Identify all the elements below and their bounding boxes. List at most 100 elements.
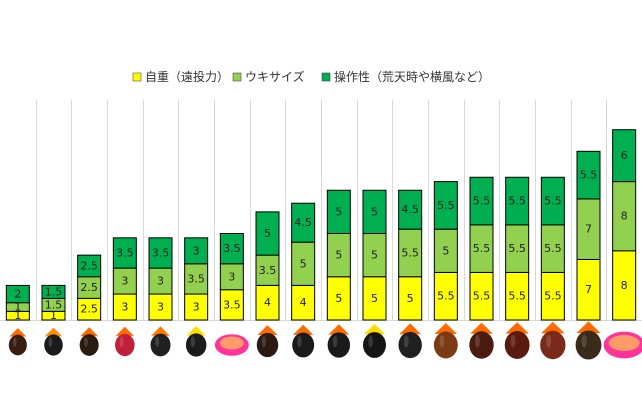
- float-top: [576, 321, 601, 334]
- bar-segment: [326, 189, 351, 234]
- bar-segment: [398, 189, 423, 230]
- float-highlight: [608, 334, 640, 352]
- data-label: 3: [193, 301, 200, 314]
- bar-segment: [362, 189, 387, 234]
- bar-segment: [77, 254, 102, 278]
- data-label: 4.5: [294, 216, 312, 229]
- data-label: 2: [14, 288, 21, 301]
- float-body: [185, 333, 207, 357]
- data-label: 2.5: [80, 259, 98, 272]
- data-label: 3: [121, 275, 128, 288]
- legend-label: 自重（遠投力）: [145, 69, 229, 84]
- bar-segment: [433, 181, 458, 230]
- float-highlight: [403, 335, 409, 348]
- data-label: 5: [371, 205, 378, 218]
- legend-swatch: [321, 72, 331, 82]
- bar-segment: [291, 202, 316, 243]
- float-image: [327, 324, 351, 358]
- legend-swatch: [232, 72, 242, 82]
- bar-segment: [41, 284, 66, 299]
- bar-stack: 775.5: [576, 150, 601, 321]
- bar-segment: [469, 176, 494, 226]
- bar-stack: 5 5.5 4.5: [398, 189, 423, 321]
- data-label: 5.5: [544, 290, 562, 303]
- data-label: 1: [14, 309, 21, 322]
- float-body: [256, 332, 279, 358]
- float-image: [150, 326, 171, 357]
- bar-stack: 5.5 5.5 5.5: [540, 176, 565, 321]
- float-image: [214, 334, 249, 356]
- legend-entry: 操作性（荒天時や横風など）: [321, 69, 490, 84]
- data-label: 5.5: [473, 290, 491, 303]
- data-label: 5: [300, 257, 307, 270]
- data-label: 1: [14, 301, 21, 314]
- float-body: [8, 334, 27, 356]
- data-label: 5: [335, 292, 342, 305]
- float-highlight: [510, 334, 516, 348]
- bar-stack: 5 5 5: [326, 189, 351, 321]
- bar-stack: 5 5 5: [362, 189, 387, 321]
- bar-segment: [540, 176, 565, 226]
- float-top: [186, 325, 206, 336]
- data-label: 3.5: [223, 298, 241, 311]
- data-label: 5: [407, 292, 414, 305]
- bar-stack: 33.53: [184, 237, 209, 321]
- bar-segment: [5, 284, 30, 304]
- data-label: 7: [585, 223, 592, 236]
- bar-segment: [576, 150, 601, 200]
- float-image: [185, 325, 207, 357]
- bar-segment: [219, 233, 244, 265]
- float-highlight: [439, 335, 445, 348]
- data-label: 3.5: [259, 264, 277, 277]
- float-image: [575, 321, 602, 360]
- float-image: [79, 327, 99, 356]
- float-image: [44, 327, 63, 356]
- float-highlight: [84, 337, 88, 347]
- float-top: [470, 322, 493, 334]
- float-body: [327, 332, 351, 358]
- float-body: [540, 330, 566, 360]
- data-label: 5.5: [508, 195, 526, 208]
- data-label: 1.5: [45, 285, 63, 298]
- float-image: [469, 322, 494, 359]
- float-top: [257, 325, 278, 336]
- float-top: [80, 327, 99, 337]
- float-top: [44, 327, 63, 337]
- data-label: 5.5: [508, 290, 526, 303]
- data-label: 5: [371, 249, 378, 262]
- data-label: 3.5: [116, 246, 134, 259]
- float-highlight: [546, 334, 552, 348]
- float-image: [292, 324, 315, 358]
- float-highlight: [581, 334, 587, 348]
- data-label: 4: [300, 296, 307, 309]
- data-label: 3: [193, 244, 200, 257]
- legend-label: ウキサイズ: [245, 69, 305, 84]
- bar-segment: [184, 237, 209, 265]
- float-highlight: [13, 337, 17, 347]
- float-highlight: [261, 336, 267, 348]
- data-label: 3: [228, 270, 235, 283]
- data-label: 5.5: [401, 246, 419, 259]
- data-label: 8: [621, 279, 628, 292]
- bar-stack: 112: [5, 284, 30, 322]
- float-body: [150, 333, 171, 357]
- float-body: [398, 331, 422, 359]
- float-image: [398, 323, 422, 359]
- bar-stack: 8 8 6: [612, 129, 637, 321]
- bar-segment: [505, 176, 530, 226]
- float-highlight: [219, 336, 244, 350]
- bar-segment: [148, 237, 173, 269]
- float-top: [363, 323, 386, 335]
- bar-segment: [255, 211, 280, 256]
- float-top: [434, 322, 457, 334]
- bar-stack: 333.5: [112, 237, 137, 321]
- float-image: [8, 328, 27, 356]
- data-label: 5.5: [580, 169, 598, 182]
- bar-stack: 5.5 5 5.5: [433, 181, 458, 321]
- data-label: 3: [121, 301, 128, 314]
- legend-swatch: [132, 72, 142, 82]
- data-label: 5.5: [544, 195, 562, 208]
- float-image: [603, 331, 642, 359]
- float-highlight: [190, 336, 195, 348]
